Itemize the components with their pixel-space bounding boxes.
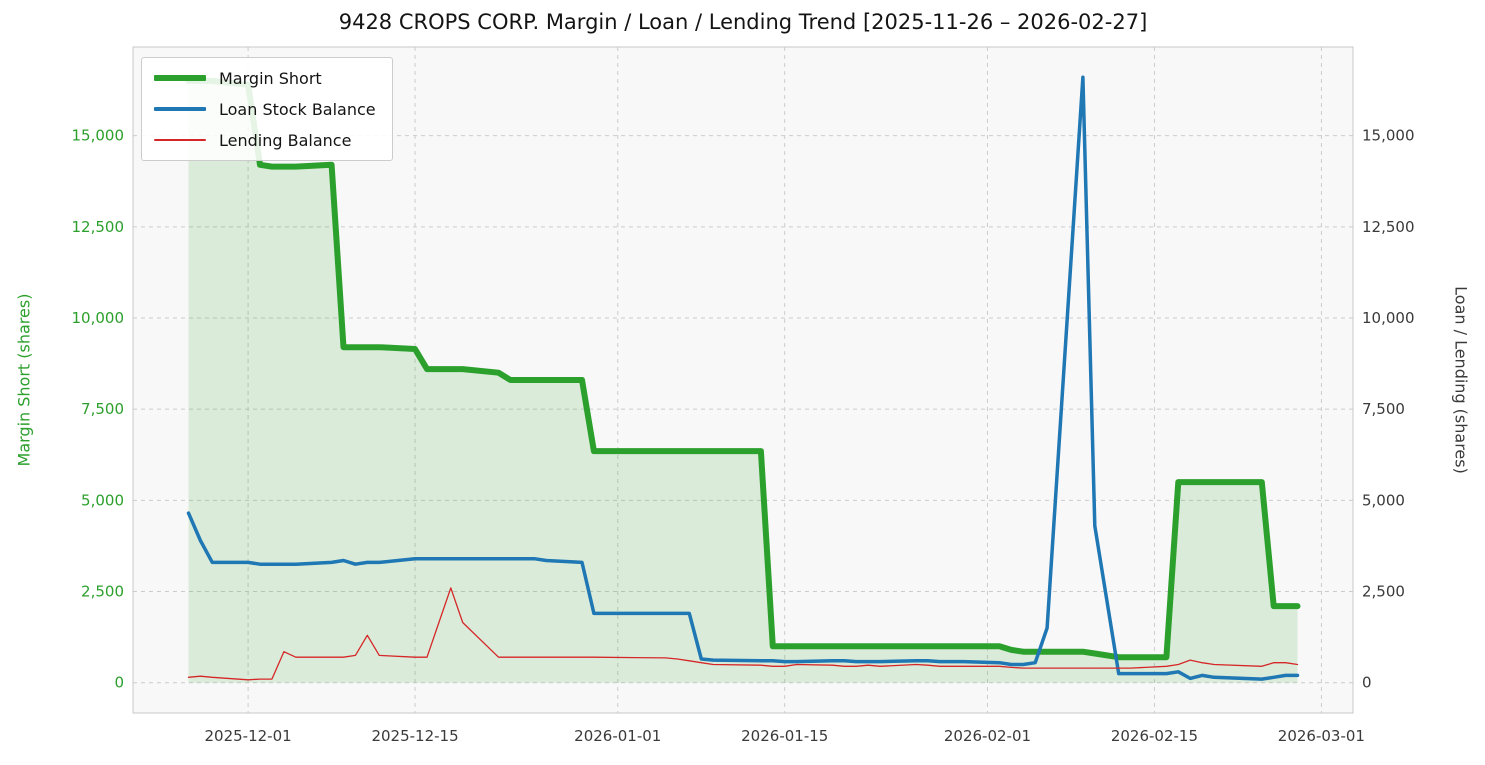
y-right-tick-label: 0	[1362, 674, 1372, 692]
y-left-tick-label: 10,000	[72, 309, 125, 327]
legend-label: Margin Short	[219, 68, 322, 88]
y-left-tick-label: 5,000	[81, 491, 124, 509]
line-lending-balance	[187, 587, 1299, 681]
y-right-tick-label: 5,000	[1362, 491, 1405, 509]
x-tick-label: 2026-03-01	[1278, 727, 1365, 745]
y-left-tick-label: 2,500	[81, 583, 124, 601]
y-left-tick-label: 15,000	[72, 127, 125, 145]
y-right-tick-label: 15,000	[1362, 127, 1415, 145]
legend-label: Lending Balance	[219, 130, 352, 150]
x-tick-label: 2026-02-01	[944, 727, 1031, 745]
x-tick-label: 2026-01-15	[741, 727, 828, 745]
chart-title: 9428 CROPS CORP. Margin / Loan / Lending…	[338, 10, 1148, 34]
legend-swatch-loan-stock-balance	[154, 107, 206, 111]
x-tick-label: 2026-02-15	[1111, 727, 1198, 745]
y-right-tick-label: 7,500	[1362, 400, 1405, 418]
left-axis-label: Margin Short (shares)	[14, 293, 34, 467]
x-tick-label: 2025-12-15	[371, 727, 458, 745]
y-right-tick-label: 2,500	[1362, 583, 1405, 601]
legend: Margin Short Loan Stock Balance Lending …	[141, 57, 393, 161]
line-loan-stock-balance	[186, 75, 1300, 681]
area-fill-margin-short	[188, 80, 1298, 683]
legend-swatch-lending-balance	[154, 139, 206, 141]
y-left-tick-label: 7,500	[81, 400, 124, 418]
legend-label: Loan Stock Balance	[219, 99, 376, 119]
legend-item-margin-short: Margin Short	[154, 67, 376, 89]
right-axis-label: Loan / Lending (shares)	[1451, 286, 1471, 474]
y-left-tick-label: 0	[114, 674, 124, 692]
x-tick-label: 2026-01-01	[574, 727, 661, 745]
y-left-tick-label: 12,500	[72, 218, 125, 236]
x-tick-label: 2025-12-01	[204, 727, 291, 745]
legend-item-loan-stock-balance: Loan Stock Balance	[154, 98, 376, 120]
legend-swatch-margin-short	[154, 75, 206, 81]
legend-item-lending-balance: Lending Balance	[154, 129, 376, 151]
plot-border	[132, 46, 1354, 714]
y-right-tick-label: 12,500	[1362, 218, 1415, 236]
y-right-tick-label: 10,000	[1362, 309, 1415, 327]
